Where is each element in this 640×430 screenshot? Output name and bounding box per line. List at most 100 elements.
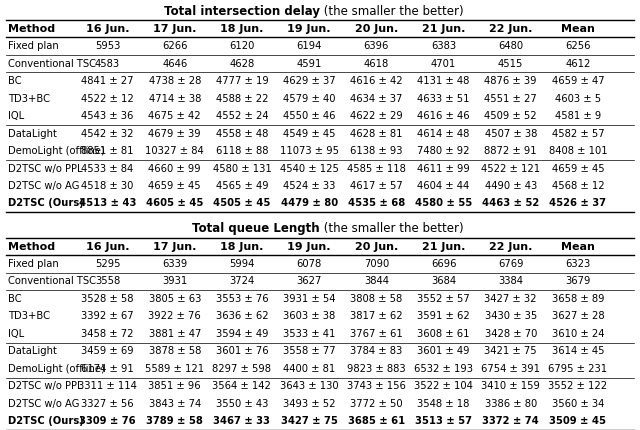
Text: 4509 ± 52: 4509 ± 52 [484,111,537,121]
Text: 4614 ± 48: 4614 ± 48 [417,129,470,138]
Text: 3627: 3627 [296,276,322,286]
Text: Total queue Length: Total queue Length [193,222,320,236]
Text: 4604 ± 44: 4604 ± 44 [417,181,470,191]
Text: D2TSC w/o PPL: D2TSC w/o PPL [8,381,83,391]
Text: 3591 ± 62: 3591 ± 62 [417,311,470,321]
Text: (the smaller the better): (the smaller the better) [320,222,463,236]
Text: D2TSC w/o AG: D2TSC w/o AG [8,399,80,409]
Text: 4659 ± 47: 4659 ± 47 [552,76,604,86]
Text: 6266: 6266 [162,41,188,51]
Text: 3817 ± 62: 3817 ± 62 [350,311,403,321]
Text: IQL: IQL [8,111,24,121]
Text: 4550 ± 46: 4550 ± 46 [283,111,335,121]
Text: 7090: 7090 [364,259,389,269]
Text: 3550 ± 43: 3550 ± 43 [216,399,268,409]
Text: 6383: 6383 [431,41,456,51]
Text: 4551 ± 27: 4551 ± 27 [484,94,537,104]
Text: 3772 ± 50: 3772 ± 50 [350,399,403,409]
Text: 6696: 6696 [431,259,456,269]
Text: 22 Jun.: 22 Jun. [489,242,532,252]
Text: 18 Jun.: 18 Jun. [220,242,264,252]
Text: (the smaller the better): (the smaller the better) [320,5,463,18]
Text: 6078: 6078 [296,259,322,269]
Text: 19 Jun.: 19 Jun. [287,24,331,34]
Text: 3493 ± 52: 3493 ± 52 [283,399,335,409]
Text: 3685 ± 61: 3685 ± 61 [348,416,405,426]
Text: 17 Jun.: 17 Jun. [153,24,196,34]
Text: 4533 ± 84: 4533 ± 84 [81,163,134,174]
Text: 8408 ± 101: 8408 ± 101 [548,146,607,156]
Text: 21 Jun.: 21 Jun. [422,242,465,252]
Text: 3428 ± 70: 3428 ± 70 [484,329,537,339]
Text: 4603 ± 5: 4603 ± 5 [555,94,601,104]
Text: Method: Method [8,242,56,252]
Text: 6194: 6194 [296,41,322,51]
Text: 4522 ± 121: 4522 ± 121 [481,163,540,174]
Text: 10327 ± 84: 10327 ± 84 [145,146,204,156]
Text: 4507 ± 38: 4507 ± 38 [484,129,537,138]
Text: 4876 ± 39: 4876 ± 39 [484,76,537,86]
Text: 4612: 4612 [565,58,591,69]
Text: 4540 ± 125: 4540 ± 125 [280,163,339,174]
Text: 4522 ± 12: 4522 ± 12 [81,94,134,104]
Text: 3767 ± 61: 3767 ± 61 [350,329,403,339]
Text: Fixed plan: Fixed plan [8,259,59,269]
Text: 6480: 6480 [498,41,524,51]
Text: 4565 ± 49: 4565 ± 49 [216,181,268,191]
Text: 6138 ± 93: 6138 ± 93 [350,146,403,156]
Text: 3458 ± 72: 3458 ± 72 [81,329,134,339]
Text: 5589 ± 121: 5589 ± 121 [145,364,204,374]
Text: 4542 ± 32: 4542 ± 32 [81,129,134,138]
Text: 3513 ± 57: 3513 ± 57 [415,416,472,426]
Text: Mean: Mean [561,242,595,252]
Text: 4659 ± 45: 4659 ± 45 [552,163,604,174]
Text: 3410 ± 159: 3410 ± 159 [481,381,540,391]
Text: Conventional TSC: Conventional TSC [8,276,96,286]
Text: 3679: 3679 [565,276,591,286]
Text: 6256: 6256 [565,41,591,51]
Text: 4582 ± 57: 4582 ± 57 [552,129,604,138]
Text: 3684: 3684 [431,276,456,286]
Text: 22 Jun.: 22 Jun. [489,24,532,34]
Text: DemoLight (offline): DemoLight (offline) [8,146,105,156]
Text: D2TSC (Ours): D2TSC (Ours) [8,416,84,426]
Text: 6532 ± 193: 6532 ± 193 [414,364,473,374]
Text: 4634 ± 37: 4634 ± 37 [350,94,403,104]
Text: 16 Jun.: 16 Jun. [86,24,129,34]
Text: 3533 ± 41: 3533 ± 41 [283,329,335,339]
Text: 4675 ± 42: 4675 ± 42 [148,111,201,121]
Text: 3386 ± 80: 3386 ± 80 [484,399,537,409]
Text: 4777 ± 19: 4777 ± 19 [216,76,268,86]
Text: 4591: 4591 [296,58,322,69]
Text: 3430 ± 35: 3430 ± 35 [484,311,537,321]
Text: 4841 ± 27: 4841 ± 27 [81,76,134,86]
Text: 4543 ± 36: 4543 ± 36 [81,111,134,121]
Text: 3427 ± 32: 3427 ± 32 [484,294,537,304]
Text: D2TSC w/o AG: D2TSC w/o AG [8,181,80,191]
Text: 6754 ± 391: 6754 ± 391 [481,364,540,374]
Text: 4622 ± 29: 4622 ± 29 [350,111,403,121]
Text: 3552 ± 57: 3552 ± 57 [417,294,470,304]
Text: 6120: 6120 [229,41,255,51]
Text: 3552 ± 122: 3552 ± 122 [548,381,607,391]
Text: 3808 ± 58: 3808 ± 58 [350,294,403,304]
Text: 4679 ± 39: 4679 ± 39 [148,129,201,138]
Text: 8851 ± 81: 8851 ± 81 [81,146,134,156]
Text: 3467 ± 33: 3467 ± 33 [214,416,270,426]
Text: 4581 ± 9: 4581 ± 9 [555,111,601,121]
Text: 3311 ± 114: 3311 ± 114 [78,381,137,391]
Text: 3881 ± 47: 3881 ± 47 [148,329,201,339]
Text: BC: BC [8,294,22,304]
Text: 18 Jun.: 18 Jun. [220,24,264,34]
Text: 5953: 5953 [95,41,120,51]
Text: 4738 ± 28: 4738 ± 28 [148,76,201,86]
Text: 4701: 4701 [431,58,456,69]
Text: 20 Jun.: 20 Jun. [355,242,398,252]
Text: 4526 ± 37: 4526 ± 37 [549,199,607,209]
Text: 4515: 4515 [498,58,524,69]
Text: 4629 ± 37: 4629 ± 37 [283,76,335,86]
Text: 4605 ± 45: 4605 ± 45 [146,199,204,209]
Text: 3522 ± 104: 3522 ± 104 [414,381,473,391]
Text: 3805 ± 63: 3805 ± 63 [148,294,201,304]
Text: 3844: 3844 [364,276,389,286]
